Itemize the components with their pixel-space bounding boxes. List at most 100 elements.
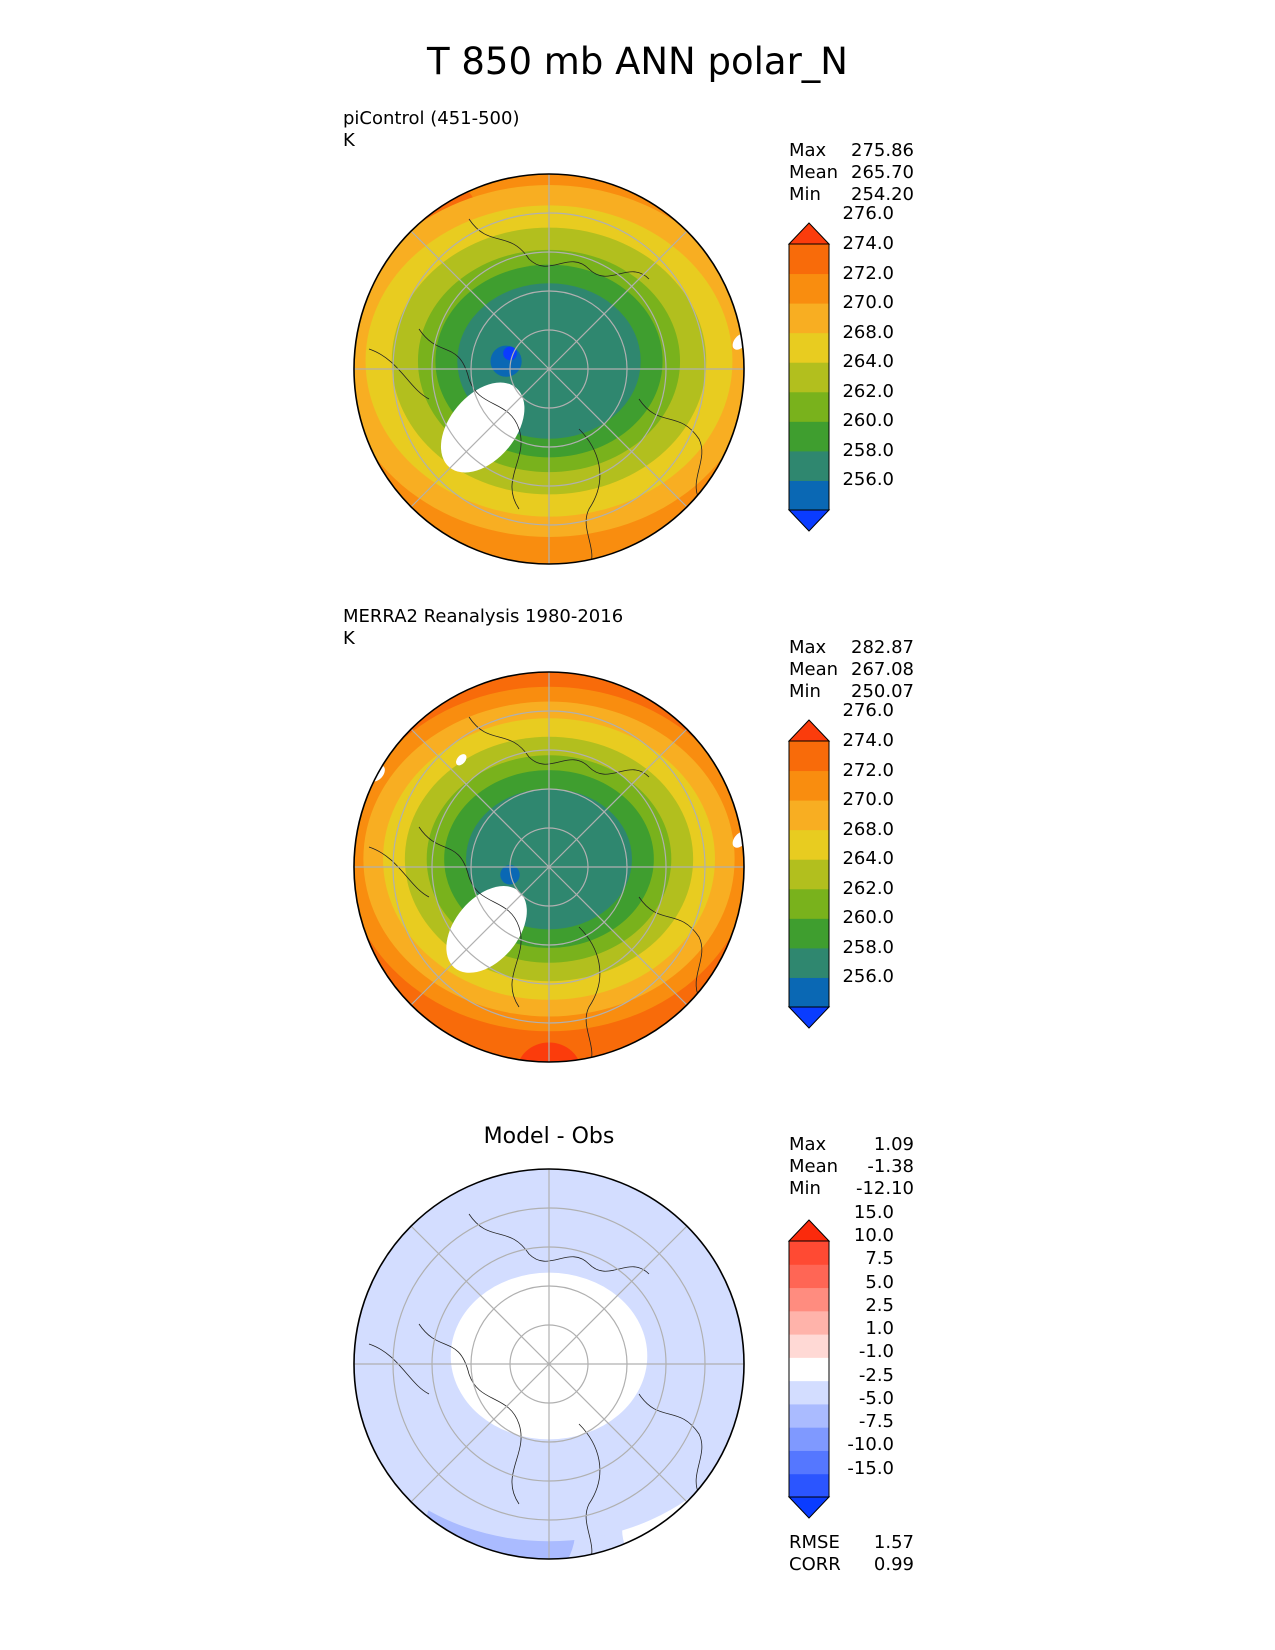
colorbar-tick-label: -15.0: [847, 1457, 894, 1479]
panel2-colorbar: [787, 719, 831, 1029]
colorbar-box: [789, 303, 829, 334]
colorbar-tick-label: 276.0: [842, 203, 894, 225]
panel3-min-value: -12.10: [855, 1178, 914, 1199]
stat-max-label: Max: [789, 637, 827, 658]
corr-value: 0.99: [873, 1554, 914, 1575]
colorbar-tick-label: -7.5: [858, 1411, 894, 1433]
colorbar-tick-label: 262.0: [842, 877, 894, 899]
colorbar-tick-label: -1.0: [858, 1341, 894, 1363]
colorbar-tick-label: 270.0: [842, 292, 894, 314]
meridian-line: [410, 728, 522, 840]
missing-data-patch: [456, 754, 467, 766]
colorbar-tick-label: 256.0: [842, 966, 894, 988]
panel2-title: MERRA2 Reanalysis 1980-2016: [343, 606, 624, 627]
colorbar-tick-label: 15.0: [853, 1201, 894, 1223]
colorbar-tick-label: 268.0: [842, 818, 894, 840]
field-low: [500, 865, 520, 885]
meridian-line: [410, 894, 522, 1006]
colorbar-box: [789, 1241, 829, 1265]
rmse-value: 1.57: [873, 1532, 914, 1553]
figure-title: T 850 mb ANN polar_N: [427, 40, 848, 83]
panel1-stats: Max 275.86 Mean 265.70 Min 254.20: [789, 140, 914, 206]
colorbar-tick-label: 270.0: [842, 789, 894, 811]
map-boundary: [353, 671, 745, 1063]
panel1-title-block: piControl (451-500) K: [343, 108, 519, 152]
stat-min-label: Min: [789, 681, 821, 702]
colorbar-box: [789, 1287, 829, 1312]
coastline: [578, 1423, 601, 1559]
colorbar-tick-label: 264.0: [842, 351, 894, 373]
panel2-title-block: MERRA2 Reanalysis 1980-2016 K: [343, 606, 623, 650]
colorbar-box: [789, 741, 829, 772]
colorbar-box: [789, 800, 829, 831]
colorbar-box: [789, 1403, 829, 1428]
coastline: [578, 428, 601, 564]
colorbar-extend-high: [787, 222, 831, 245]
colorbar-box: [789, 947, 829, 978]
colorbar-extend-low: [787, 1496, 831, 1519]
meridian-line: [410, 1391, 522, 1503]
meridian-line: [576, 230, 688, 342]
colorbar-box: [789, 244, 829, 275]
stat-mean-label: Mean: [789, 162, 839, 183]
panel1-mean-value: 265.70: [851, 162, 914, 183]
coastline: [368, 846, 430, 898]
colorbar-box: [789, 450, 829, 481]
colorbar-tick-label: 256.0: [842, 469, 894, 491]
map-boundary: [353, 1168, 745, 1560]
stat-max-label: Max: [789, 1134, 827, 1155]
stat-mean-label: Mean: [789, 659, 839, 680]
panel1-colorbar: [787, 222, 831, 532]
colorbar-tick-label: 10.0: [853, 1225, 894, 1246]
panel2-max-value: 282.87: [851, 637, 914, 658]
panel3-colorbar: [787, 1219, 831, 1519]
colorbar-tick-label: -5.0: [858, 1387, 894, 1409]
panel3-stats: Max 1.09 Mean -1.38 Min -12.10: [789, 1134, 914, 1200]
meridian-line: [520, 1363, 550, 1393]
coastline: [638, 896, 703, 998]
colorbar-tick-label: 262.0: [842, 380, 894, 402]
meridian-line: [520, 340, 550, 370]
coastline: [418, 328, 522, 510]
coastline: [368, 348, 430, 400]
colorbar-box: [789, 332, 829, 363]
coastline: [418, 1323, 522, 1505]
colorbar-box: [789, 362, 829, 393]
colorbar-tick-label: 260.0: [842, 907, 894, 929]
panel2-polar-map: [353, 671, 745, 1063]
colorbar-box: [789, 888, 829, 919]
colorbar-box: [789, 1473, 829, 1498]
meridian-line: [548, 838, 578, 868]
corr-label: CORR: [789, 1554, 841, 1575]
panel1-polar-map: [353, 173, 745, 565]
map-boundary: [353, 173, 745, 565]
colorbar-tick-label: -2.5: [858, 1364, 894, 1386]
colorbar-box: [789, 770, 829, 801]
meridian-line: [576, 894, 688, 1006]
colorbar-box: [789, 1450, 829, 1475]
colorbar-tick-label: 272.0: [842, 759, 894, 781]
stat-max-label: Max: [789, 140, 827, 161]
colorbar-frame: [788, 740, 830, 1008]
missing-data-patch: [440, 382, 525, 473]
panel2-stats: Max 282.87 Mean 267.08 Min 250.07: [789, 637, 914, 703]
panel1-units: K: [343, 130, 355, 151]
colorbar-extend-low: [787, 509, 831, 532]
colorbar-tick-label: 1.0: [865, 1318, 894, 1340]
meridian-line: [548, 340, 578, 370]
field-layer: [354, 672, 744, 1062]
coastline: [418, 826, 522, 1008]
rmse-label: RMSE: [789, 1532, 840, 1553]
stat-min-label: Min: [789, 1178, 821, 1199]
meridian-line: [548, 866, 578, 896]
panel3-metrics: RMSE 1.57 CORR 0.99: [789, 1532, 914, 1576]
panel1-colorbar-ticks: 256.0 258.0 260.0 262.0 264.0 268.0 270.0 272.0…: [838, 204, 918, 532]
colorbar-tick-label: -10.0: [847, 1434, 894, 1456]
colorbar-frame: [788, 243, 830, 511]
panel1-title: piControl (451-500): [343, 108, 520, 129]
panel3-max-value: 1.09: [873, 1134, 914, 1155]
panel2-min-value: 250.07: [851, 681, 914, 702]
panel2-mean-value: 267.08: [851, 659, 914, 680]
colorbar-tick-label: 274.0: [842, 730, 894, 751]
colorbar-box: [789, 273, 829, 304]
